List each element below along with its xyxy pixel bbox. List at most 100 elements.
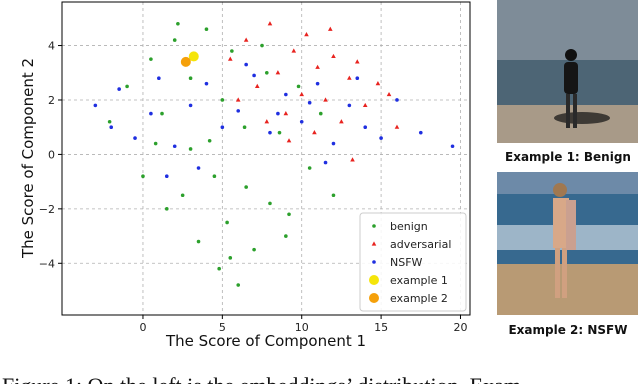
point xyxy=(141,174,145,178)
point xyxy=(172,38,177,42)
point xyxy=(242,125,247,129)
point xyxy=(207,139,212,143)
point xyxy=(331,141,336,146)
y-tick-label: 4 xyxy=(48,40,55,53)
point xyxy=(188,147,193,151)
point xyxy=(244,62,248,67)
point xyxy=(133,136,137,140)
point xyxy=(363,125,368,129)
point xyxy=(244,185,248,189)
x-tick-label: 5 xyxy=(219,321,226,334)
point xyxy=(204,81,209,86)
figure-caption: Figure 1: On the left is the embeddings’… xyxy=(2,373,521,384)
point xyxy=(107,119,112,124)
point xyxy=(264,70,269,75)
point xyxy=(296,84,301,89)
point xyxy=(375,81,381,86)
point xyxy=(318,111,323,116)
point xyxy=(312,130,317,135)
point xyxy=(331,53,336,59)
x-tick-label: 15 xyxy=(374,321,388,334)
point xyxy=(315,81,320,86)
point xyxy=(235,97,241,102)
point xyxy=(217,266,221,271)
point xyxy=(347,75,352,80)
point xyxy=(283,110,289,116)
point xyxy=(286,138,292,143)
point xyxy=(304,32,309,37)
point xyxy=(354,59,360,64)
point xyxy=(315,64,320,69)
point xyxy=(236,109,241,113)
y-tick-label: −4 xyxy=(39,257,55,270)
y-tick-label: 2 xyxy=(48,94,55,107)
y-axis-label: The Score of Component 2 xyxy=(19,58,37,259)
point xyxy=(93,103,98,108)
legend: benign adversarial NSFW example 1 example 2 xyxy=(359,212,467,312)
point xyxy=(260,43,264,48)
point xyxy=(149,57,153,61)
legend-box xyxy=(359,212,467,312)
point xyxy=(327,26,333,31)
point xyxy=(323,97,328,102)
point xyxy=(172,144,177,149)
point xyxy=(117,87,121,91)
legend-marker xyxy=(372,260,376,264)
point xyxy=(157,76,161,81)
example-image-1 xyxy=(497,0,638,143)
point xyxy=(212,174,217,178)
legend-label: example 2 xyxy=(390,292,448,305)
point xyxy=(188,51,199,62)
point xyxy=(220,98,225,102)
point xyxy=(307,100,312,105)
point xyxy=(268,130,272,135)
point xyxy=(395,98,399,102)
point xyxy=(267,21,273,26)
point xyxy=(355,76,360,81)
legend-marker xyxy=(369,275,379,285)
point xyxy=(188,103,193,108)
example-caption: Example 1: Benign xyxy=(505,150,631,164)
point xyxy=(109,125,114,129)
point xyxy=(254,83,260,88)
x-axis-label: The Score of Component 1 xyxy=(165,332,366,350)
point xyxy=(227,56,233,61)
point xyxy=(225,220,229,225)
point xyxy=(125,84,129,89)
point xyxy=(450,144,455,149)
point xyxy=(228,256,233,260)
point xyxy=(394,124,400,129)
legend-label: NSFW xyxy=(390,256,423,269)
point xyxy=(299,91,305,97)
point xyxy=(362,102,368,108)
x-tick-label: 0 xyxy=(139,321,146,334)
x-tick-label: 20 xyxy=(453,321,467,334)
point xyxy=(418,130,423,135)
point xyxy=(284,92,288,97)
point xyxy=(196,166,201,170)
point xyxy=(287,212,291,217)
point xyxy=(252,247,256,252)
point xyxy=(176,21,180,26)
point xyxy=(220,125,225,129)
x-tick-label: 10 xyxy=(295,321,309,334)
y-tick-label: −2 xyxy=(39,203,55,216)
legend-marker xyxy=(369,293,379,303)
point xyxy=(284,234,288,238)
point xyxy=(339,119,344,124)
point xyxy=(299,119,304,124)
point xyxy=(307,166,312,170)
point xyxy=(243,37,249,42)
point xyxy=(236,283,241,287)
y-tick-label: 0 xyxy=(48,148,55,161)
point xyxy=(164,207,169,211)
point xyxy=(196,239,201,244)
point xyxy=(331,193,336,198)
point xyxy=(347,103,352,108)
point xyxy=(268,201,272,206)
legend-label: adversarial xyxy=(390,238,451,251)
point xyxy=(188,76,193,81)
point xyxy=(350,157,355,162)
point xyxy=(204,27,209,32)
